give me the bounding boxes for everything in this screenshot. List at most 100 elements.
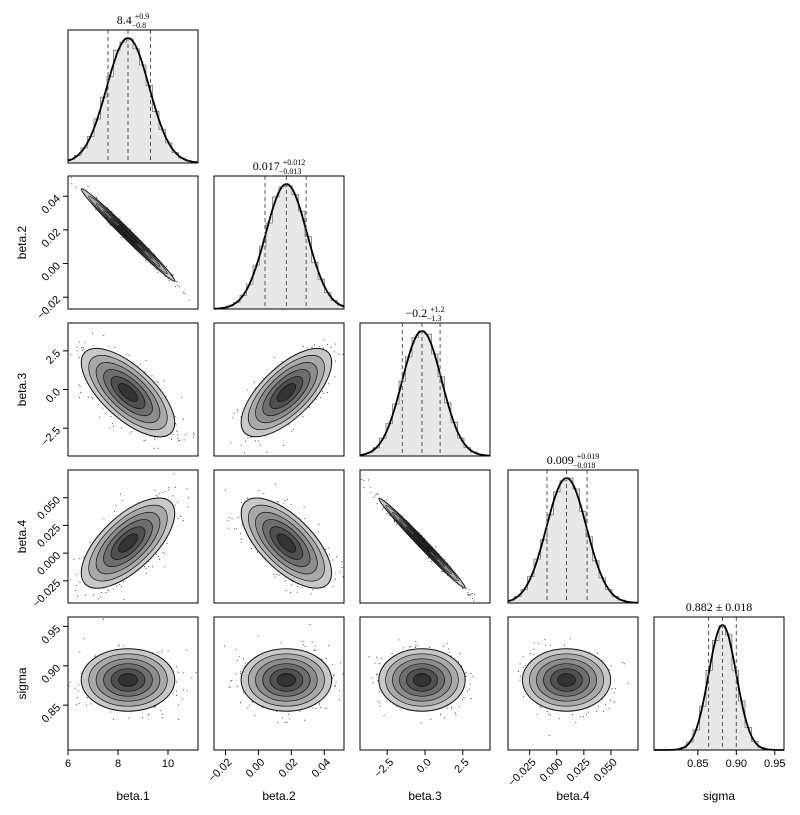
y-tick-label: −0.02: [35, 294, 63, 322]
density-curve: [507, 477, 639, 604]
panel-frame: [213, 322, 345, 457]
x-tick-label: 0.95: [764, 758, 785, 770]
title-value: 8.4: [117, 13, 135, 27]
x-tick-label: 0.04: [310, 756, 334, 780]
panel-beta.3-vs-beta.1: −2.5 0.0 2.5 beta.3: [15, 322, 199, 457]
density-curve: [67, 37, 199, 164]
panel-frame: [653, 616, 785, 751]
panel-beta.2-vs-beta.2: 0.017 +0.012 −0.013: [213, 158, 345, 310]
density-contour-5: [118, 383, 138, 403]
panel-sigma-vs-beta.1: 6 8 10 beta.1 0.85 0.90 0.95 sigma: [15, 616, 199, 803]
density-contour-5: [412, 673, 432, 687]
density-layer: [68, 618, 197, 720]
y-tick-label: 0.95: [40, 623, 64, 647]
density-layer: [361, 479, 475, 602]
hist-fill: [654, 625, 784, 750]
title-beta.4: 0.009 +0.019 −0.018: [547, 452, 600, 470]
y-axis-label-beta.4: beta.4: [15, 519, 29, 553]
hist-fill: [360, 331, 490, 456]
x-tick-label: −2.5: [372, 756, 396, 780]
density-contour-5: [118, 533, 138, 553]
x-axis-label-beta.2: beta.2: [262, 789, 296, 803]
x-tick-label: 6: [65, 758, 71, 770]
density-contour-5: [118, 225, 138, 245]
density-curve: [214, 183, 345, 310]
panel-frame: [213, 469, 345, 604]
density-layer: [224, 624, 344, 724]
y-tick-label: 0.025: [35, 522, 63, 550]
panel-sigma-vs-beta.2: −0.02 0.00 0.02 0.04 beta.2: [206, 616, 345, 803]
panel-frame: [359, 322, 491, 457]
x-tick-label: −0.02: [206, 756, 234, 784]
panel-sigma-vs-sigma: 0.882 ± 0.018 0.85 0.90 0.95 sigma: [653, 600, 785, 803]
panel-beta.4-vs-beta.4: 0.009 +0.019 −0.018: [507, 452, 639, 604]
title-value: 0.017: [253, 159, 283, 173]
x-axis-label-beta.3: beta.3: [408, 789, 442, 803]
y-tick-label: 0.0: [44, 386, 63, 405]
y-axis-label-beta.2: beta.2: [15, 225, 29, 259]
density-contour-5: [118, 673, 138, 687]
y-tick-label: 0.02: [39, 227, 63, 251]
panel-beta.3-vs-beta.3: −0.2 +1.2 −1.3: [359, 305, 491, 457]
density-layer: [69, 473, 189, 600]
title-plus: +0.012: [283, 158, 306, 167]
panel-frame: [213, 616, 345, 751]
x-axis-label-sigma: sigma: [703, 789, 735, 803]
x-axis-label-beta.1: beta.1: [116, 789, 150, 803]
density-contour-5: [412, 533, 432, 553]
title-plus: +0.9: [135, 12, 150, 21]
panel-frame: [507, 616, 639, 751]
title-pm: ± 0.018: [716, 600, 753, 614]
title-plus: +0.019: [577, 452, 600, 461]
density-layer: [368, 639, 474, 724]
hist-fill: [214, 185, 344, 309]
y-tick-label: 0.00: [40, 260, 64, 284]
panel-beta.1-vs-beta.1: 8.4 +0.9 −0.8: [67, 12, 199, 164]
panel-frame: [67, 616, 199, 751]
title-beta.3: −0.2 +1.2 −1.3: [405, 305, 444, 323]
title-beta.2: 0.017 +0.012 −0.013: [253, 158, 306, 176]
panel-frame: [67, 469, 199, 604]
title-sigma: 0.882 ± 0.018: [686, 600, 753, 614]
density-contour-5: [557, 673, 576, 687]
title-value: 0.009: [547, 453, 577, 467]
y-tick-label: 0.050: [35, 494, 63, 522]
y-axis-label-beta.3: beta.3: [15, 372, 29, 406]
density-contour-5: [276, 383, 297, 403]
density-contour-5: [276, 673, 297, 687]
title-value: 0.882: [686, 600, 716, 614]
y-tick-label: 2.5: [44, 347, 63, 366]
title-minus: −0.013: [279, 167, 302, 176]
panel-frame: [67, 29, 199, 164]
title-beta.1: 8.4 +0.9 −0.8: [117, 12, 150, 30]
y-tick-label: 0.000: [35, 550, 63, 578]
panel-beta.4-vs-beta.3: [359, 469, 491, 604]
title-minus: −1.3: [427, 314, 442, 323]
y-axis-label-sigma: sigma: [15, 667, 29, 699]
panel-frame: [67, 175, 199, 310]
panel-frame: [359, 469, 491, 604]
density-contour-5: [276, 533, 297, 553]
y-tick-label: 0.04: [39, 193, 63, 217]
title-minus: −0.8: [132, 21, 147, 30]
x-tick-label: 0.000: [538, 756, 566, 784]
title-value: −0.2: [405, 306, 430, 320]
panel-frame: [213, 175, 345, 310]
hist-fill: [508, 478, 638, 603]
x-tick-label: 8: [115, 758, 121, 770]
density-layer: [224, 484, 344, 595]
panel-sigma-vs-beta.3: −2.5 0.0 2.5 beta.3: [359, 616, 491, 803]
density-layer: [71, 177, 190, 301]
x-tick-label: 0.050: [592, 756, 620, 784]
x-tick-label: 0.025: [565, 756, 593, 784]
y-tick-label: −0.025: [31, 577, 63, 609]
density-curve: [359, 330, 491, 457]
density-layer: [230, 339, 344, 454]
y-tick-label: 0.85: [40, 702, 64, 726]
x-tick-label: 0.0: [415, 756, 434, 775]
y-tick-label: 0.90: [39, 662, 63, 686]
x-tick-label: 0.00: [244, 756, 268, 780]
density-layer: [508, 638, 629, 736]
